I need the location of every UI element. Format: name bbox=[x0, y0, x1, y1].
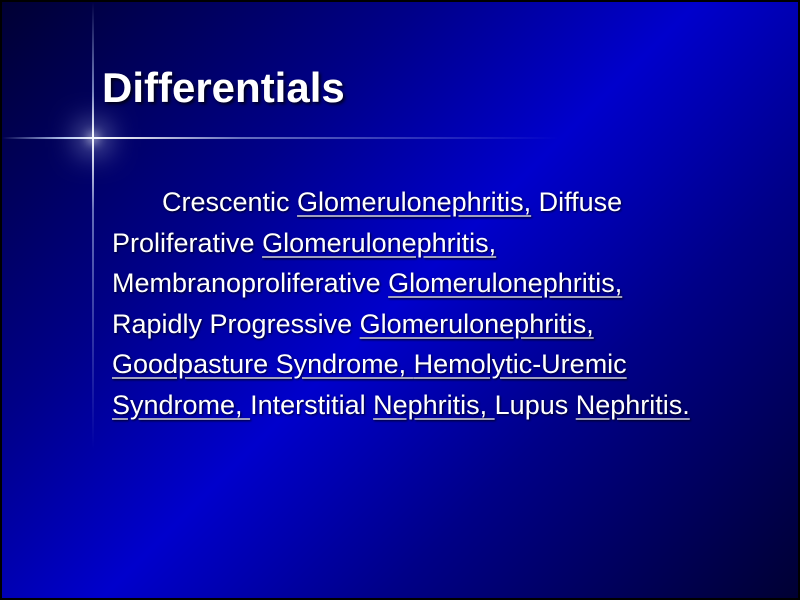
slide-container: Differentials Crescentic Glomerulonephri… bbox=[0, 0, 800, 600]
underlined-term: Nephritis, bbox=[373, 390, 495, 420]
underlined-term: Goodpasture Syndrome, bbox=[112, 349, 414, 379]
text-segment: Rapidly Progressive bbox=[112, 309, 360, 339]
underlined-term: Glomerulonephritis, bbox=[360, 309, 594, 339]
text-segment: Membranoproliferative bbox=[112, 268, 388, 298]
slide-title: Differentials bbox=[102, 64, 345, 112]
underlined-term: Nephritis. bbox=[576, 390, 690, 420]
underlined-term: Glomerulonephritis, bbox=[262, 228, 496, 258]
slide-body: Crescentic Glomerulonephritis, Diffuse P… bbox=[112, 182, 702, 425]
text-segment: Lupus bbox=[495, 390, 576, 420]
underlined-term: Glomerulonephritis, bbox=[297, 187, 531, 217]
text-segment: Interstitial bbox=[250, 390, 373, 420]
text-segment: Crescentic bbox=[162, 187, 297, 217]
underlined-term: Glomerulonephritis, bbox=[388, 268, 622, 298]
